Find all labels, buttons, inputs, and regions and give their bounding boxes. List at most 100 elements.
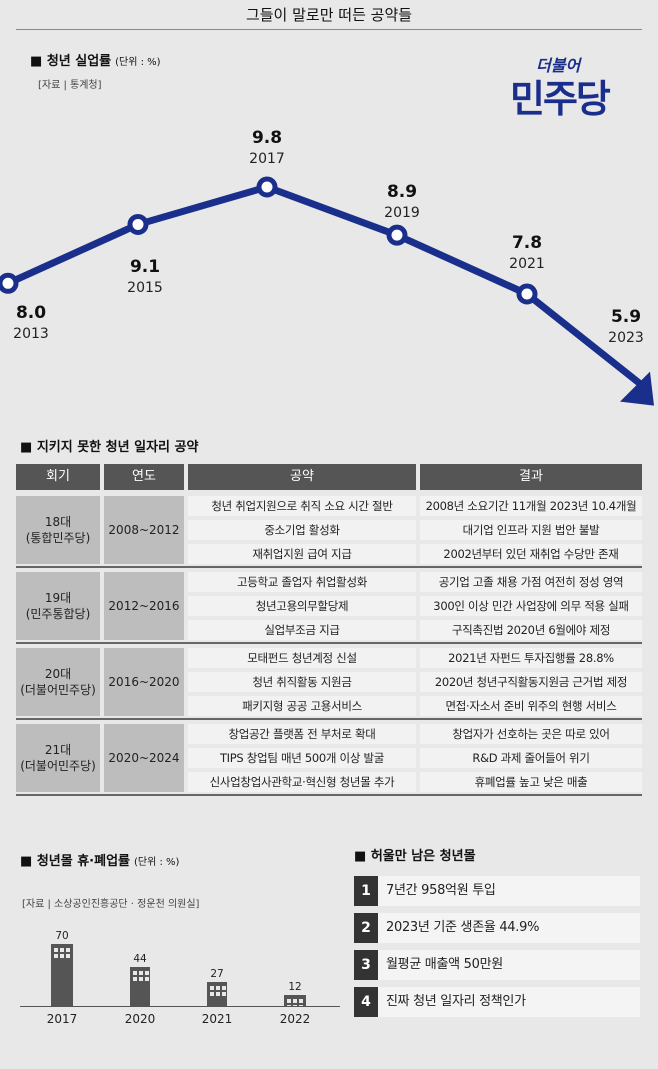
building-window-icon: [210, 992, 214, 997]
value-label-2017: 9.8: [252, 128, 282, 148]
building-window-icon: [299, 999, 303, 1004]
pledge-cell: 모태펀드 청년계정 신설: [188, 648, 416, 668]
building-window-icon: [210, 986, 214, 991]
year-label-2017: 2017: [249, 151, 285, 167]
session-number: 19대: [44, 591, 72, 605]
session-cell: 19대 (민주통합당): [16, 572, 100, 640]
years-cell: 2008~2012: [104, 496, 184, 564]
logo-top-text: 더불어: [536, 56, 581, 75]
value-label-2019: 8.9: [387, 182, 417, 202]
building-window-icon: [54, 954, 58, 958]
unemployment-unit: (단위 : %): [115, 57, 161, 68]
result-cell: 휴폐업률 높고 낮은 매출: [420, 772, 642, 792]
years-cell: 2016~2020: [104, 648, 184, 716]
bar-category-2022: 2022: [279, 1012, 311, 1026]
building-window-icon: [222, 992, 226, 997]
session-number: 18대: [44, 515, 72, 529]
result-cell: 대기업 인프라 지원 법안 불발: [420, 520, 642, 540]
pledge-cell: 재취업지원 급여 지급: [188, 544, 416, 564]
bar-baseline: [20, 1006, 340, 1007]
pledge-cell: TIPS 창업팀 매년 500개 이상 발굴: [188, 748, 416, 768]
bar-category-2017: 2017: [46, 1012, 78, 1026]
bar-value-2020: 44: [133, 953, 147, 966]
result-cell: 2002년부터 있던 재취업 수당만 존재: [420, 544, 642, 564]
building-window-icon: [66, 948, 70, 952]
building-window-icon: [222, 986, 226, 991]
session-party: (더불어민주당): [20, 759, 96, 773]
building-window-icon: [139, 977, 143, 982]
unemployment-line-chart: 8.0 2013 9.1 2015 9.8 2017 8.9 2019 7.8 2021 5.9 20…: [0, 128, 654, 406]
group-divider: [16, 794, 642, 796]
line-point-2017: [256, 176, 278, 198]
bullet-square-icon: ■: [20, 854, 37, 869]
year-label-2021: 2021: [509, 256, 545, 272]
mall-title: ■ 허울만 남은 청년몰: [354, 845, 476, 864]
session-cell: 18대 (통합민주당): [16, 496, 100, 564]
closure-title: ■ 청년몰 휴·폐업률 (단위 : %): [20, 850, 179, 869]
group-divider: [16, 566, 642, 568]
value-label-2021: 7.8: [512, 233, 542, 253]
result-cell: R&D 과제 줄어들어 위기: [420, 748, 642, 768]
bar-2021: [207, 982, 227, 1006]
mall-item-text: 월평균 매출액 50만원: [386, 957, 503, 972]
building-window-icon: [293, 999, 297, 1004]
line-point-2019: [386, 224, 408, 246]
mall-item-number: 1: [354, 876, 378, 906]
building-window-icon: [299, 1005, 303, 1010]
bullet-square-icon: ■: [354, 849, 371, 864]
title-divider: [16, 29, 642, 30]
group-divider: [16, 642, 642, 644]
pledge-cell: 청년 취업지원으로 취직 소요 시간 절반: [188, 496, 416, 516]
unemployment-title-text: 청년 실업률: [46, 54, 112, 69]
pledge-cell: 창업공간 플랫폼 전 부처로 확대: [188, 724, 416, 744]
bar-2017: [51, 944, 73, 1006]
closure-source: [자료 | 소상공인진흥공단 · 정운천 의원실]: [22, 899, 200, 910]
result-cell: 면접·자소서 준비 위주의 현행 서비스: [420, 696, 642, 716]
mall-item-text: 7년간 958억원 투입: [386, 883, 496, 898]
building-window-icon: [145, 971, 149, 976]
building-window-icon: [216, 986, 220, 991]
building-window-icon: [139, 971, 143, 976]
building-window-icon: [60, 948, 64, 952]
building-window-icon: [287, 1005, 291, 1010]
value-label-2015: 9.1: [130, 257, 160, 277]
unemployment-title: ■ 청년 실업률 (단위 : %): [30, 50, 161, 69]
header-result: 결과: [420, 464, 642, 490]
result-cell: 300인 이상 민간 사업장에 의무 적용 실패: [420, 596, 642, 616]
result-cell: 2020년 청년구직활동지원금 근거법 제정: [420, 672, 642, 692]
bullet-square-icon: ■: [30, 54, 47, 69]
group-divider: [16, 718, 642, 720]
mall-title-text: 허울만 남은 청년몰: [370, 849, 476, 864]
bar-2022: [284, 995, 306, 1010]
bar-category-2021: 2021: [201, 1012, 233, 1026]
mall-list-item: 4 진짜 청년 일자리 정책인가: [354, 987, 640, 1017]
line-point-2013: [0, 272, 19, 294]
value-label-2023: 5.9: [611, 307, 641, 327]
building-window-icon: [60, 954, 64, 958]
pledge-cell: 청년고용의무할당제: [188, 596, 416, 616]
party-logo: 더불어 민주당: [510, 52, 635, 121]
session-party: (더불어민주당): [20, 683, 96, 697]
session-party: (민주통합당): [25, 607, 91, 621]
year-label-2019: 2019: [384, 205, 420, 221]
closure-title-text: 청년몰 휴·폐업률: [36, 854, 130, 869]
building-window-icon: [133, 977, 137, 982]
bar-value-2017: 70: [55, 930, 69, 942]
page-title: 그들이 말로만 떠든 공약들: [245, 6, 413, 24]
value-label-2013: 8.0: [16, 303, 46, 323]
pledge-cell: 고등학교 졸업자 취업활성화: [188, 572, 416, 592]
line-point-2015: [127, 213, 149, 235]
building-window-icon: [287, 999, 291, 1004]
building-window-icon: [145, 977, 149, 982]
pledge-cell: 청년 취직활동 지원금: [188, 672, 416, 692]
line-point-2021: [516, 283, 538, 305]
result-cell: 2008년 소요기간 11개월 2023년 10.4개월: [420, 496, 642, 516]
mall-item-text: 2023년 기준 생존율 44.9%: [386, 920, 540, 935]
result-cell: 공기업 고졸 채용 가점 여전히 정성 영역: [420, 572, 642, 592]
session-number: 20대: [44, 667, 72, 681]
mall-item-number: 3: [354, 950, 378, 980]
mall-list-item: 1 7년간 958억원 투입: [354, 876, 640, 906]
year-label-2023: 2023: [608, 330, 644, 346]
header-years: 연도: [104, 464, 184, 490]
logo-main-text: 민주당: [510, 77, 611, 121]
